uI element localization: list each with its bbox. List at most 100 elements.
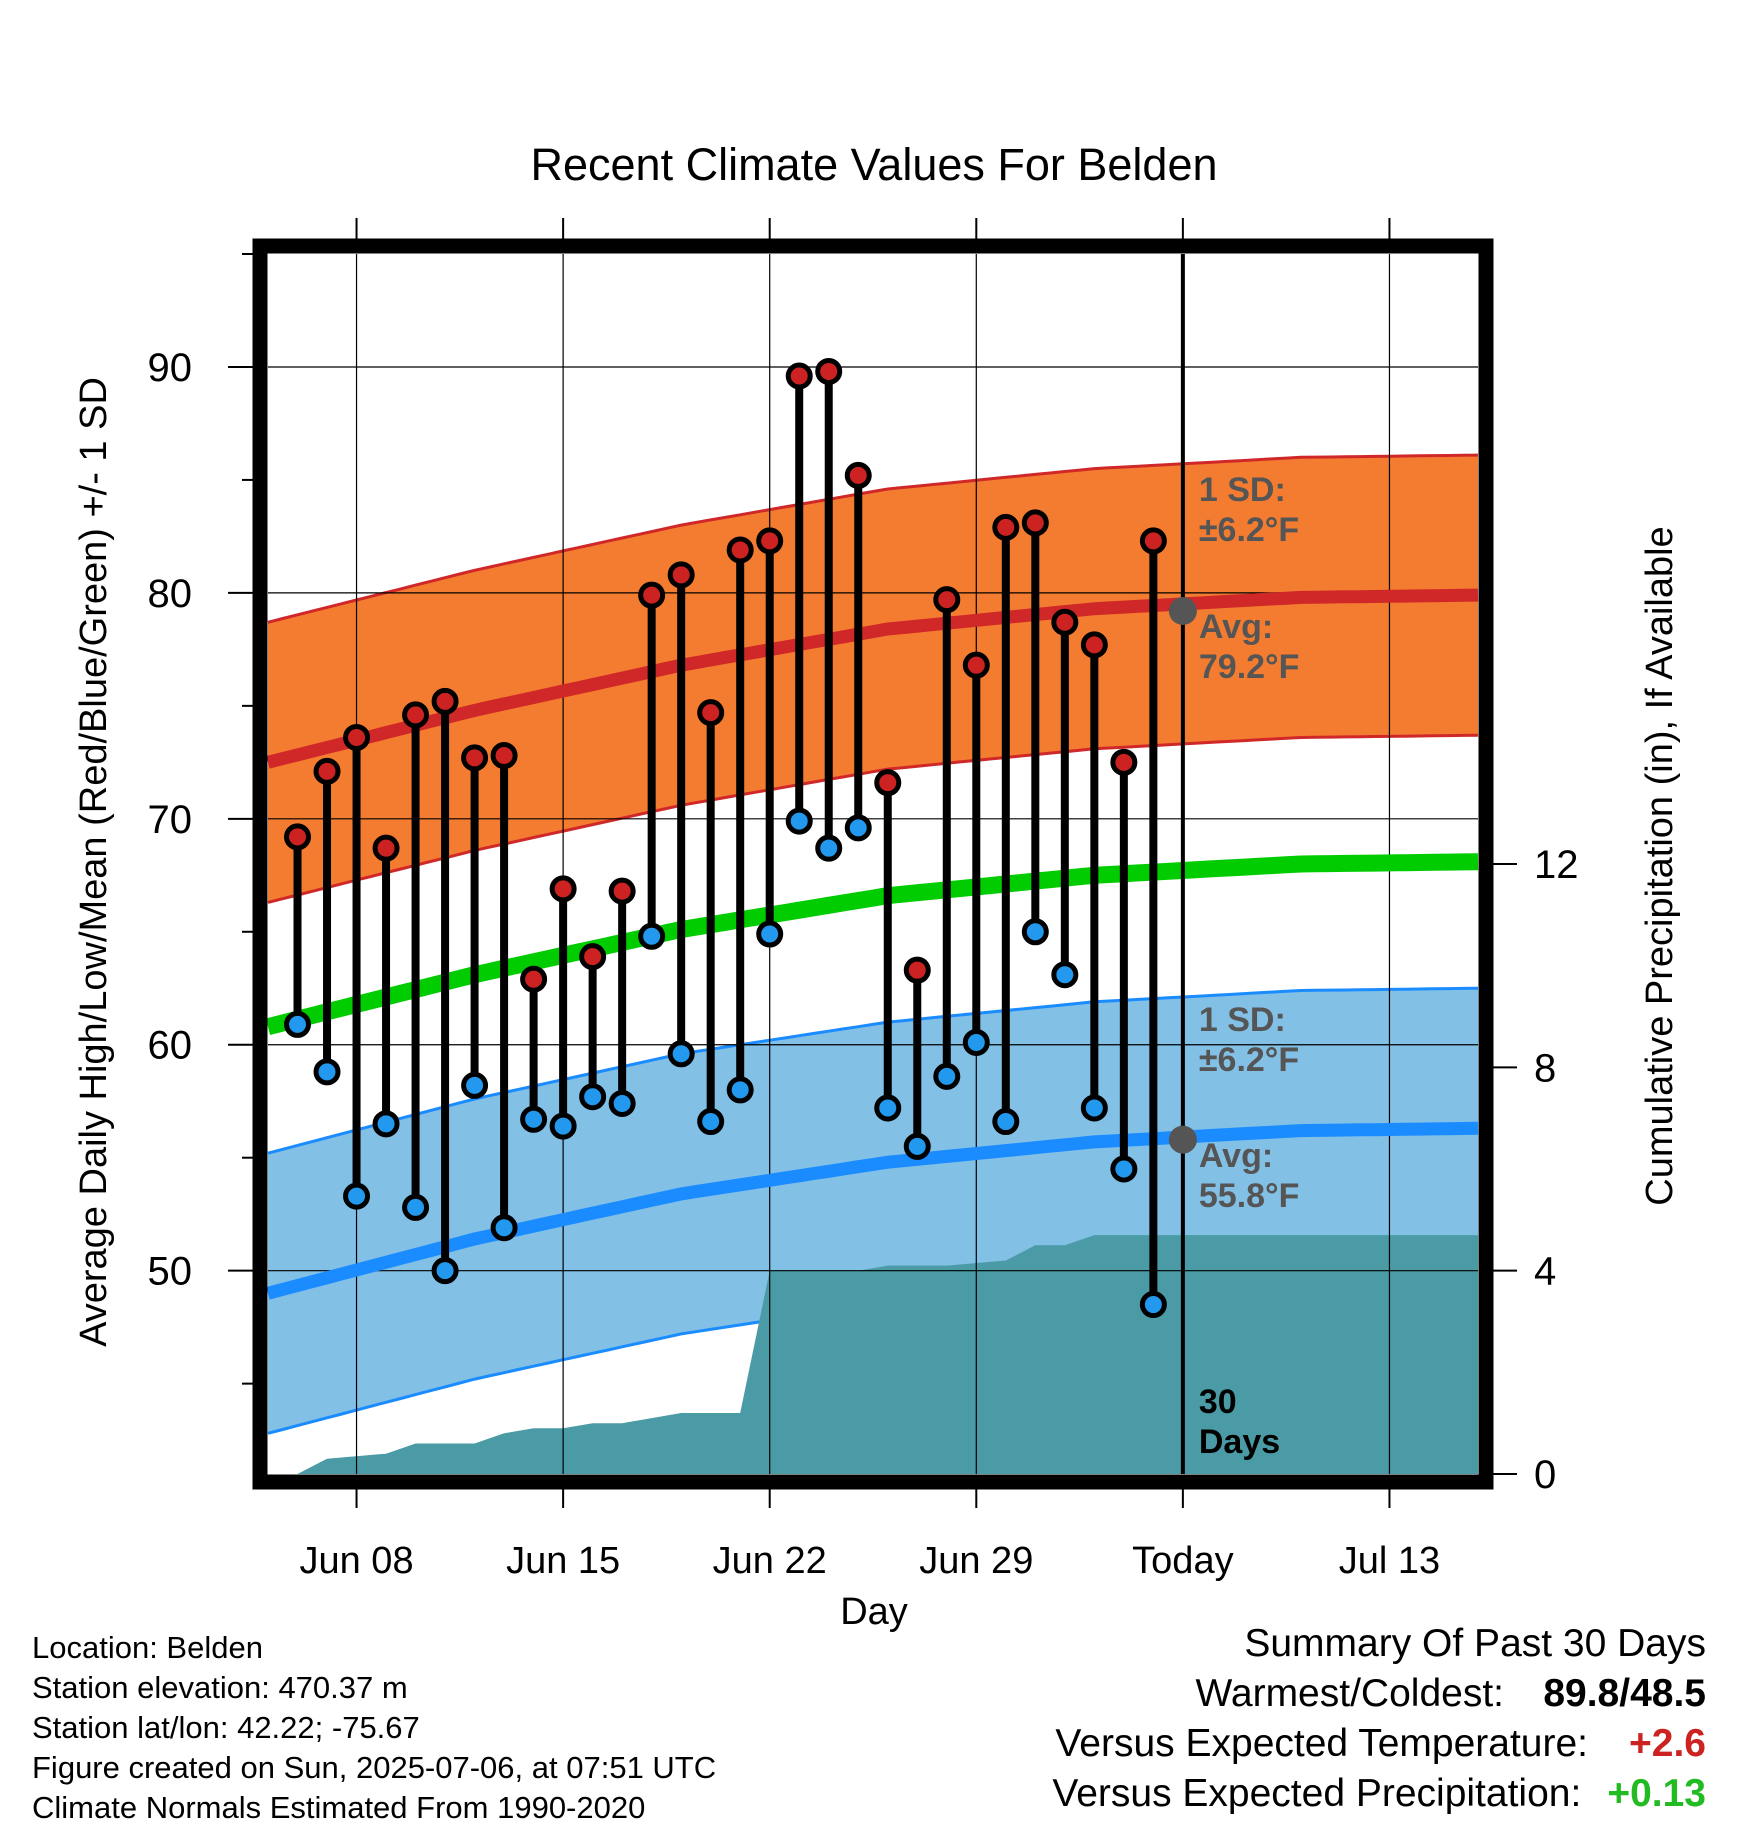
daily-high-point: [844, 461, 872, 489]
daily-low-point: [903, 1132, 931, 1160]
daily-high-point: [1021, 509, 1049, 537]
daily-bars: [284, 357, 1167, 1319]
daily-low-point: [579, 1083, 607, 1111]
high-sd-label: 1 SD: ±6.2°F: [1199, 471, 1299, 549]
daily-low-point: [933, 1062, 961, 1090]
low-sd-label: 1 SD: ±6.2°F: [1199, 1001, 1299, 1079]
daily-low-point: [490, 1214, 518, 1242]
daily-high-point: [667, 561, 695, 589]
info-elevation: Station elevation: 470.37 m: [32, 1670, 408, 1705]
low-sd-band: [268, 988, 1478, 1434]
daily-high-point: [697, 699, 725, 727]
low-avg-line: [266, 1121, 1479, 1300]
daily-high-point: [903, 956, 931, 984]
daily-low-point: [726, 1076, 754, 1104]
daily-high-point: [608, 877, 636, 905]
chart-title: Recent Climate Values For Belden: [531, 139, 1218, 190]
daily-high-point: [284, 823, 312, 851]
daily-low-point: [549, 1112, 577, 1140]
low-avg-label: Avg: 55.8°F: [1199, 1137, 1300, 1215]
x-tick-label: Jun 22: [713, 1540, 827, 1582]
x-tick-label: Jun 08: [299, 1540, 413, 1582]
daily-low-point: [313, 1058, 341, 1086]
daily-high-point: [431, 687, 459, 715]
daily-low-point: [1021, 918, 1049, 946]
daily-high-point: [726, 536, 754, 564]
daily-high-point: [490, 742, 518, 770]
daily-low-point: [343, 1182, 371, 1210]
temp-value: +2.6: [1629, 1722, 1706, 1765]
x-tick-label: Jul 13: [1339, 1540, 1440, 1582]
daily-high-point: [520, 965, 548, 993]
daily-high-point: [992, 513, 1020, 541]
daily-high-point: [343, 723, 371, 751]
y-left-tick-label: 60: [148, 1024, 193, 1068]
daily-low-point: [402, 1193, 430, 1221]
temp-label: Versus Expected Temperature:: [1055, 1722, 1588, 1765]
daily-high-point: [962, 651, 990, 679]
plot-frame: [252, 238, 1494, 1490]
daily-low-point: [608, 1089, 636, 1117]
warm-cold-value: 89.8/48.5: [1530, 1672, 1706, 1716]
period-label: 30 Days: [1199, 1383, 1280, 1461]
daily-low-point: [431, 1257, 459, 1285]
today-low-avg-dot: [1168, 1125, 1197, 1154]
coldest-value: 48.5: [1630, 1672, 1706, 1715]
daily-low-point: [962, 1028, 990, 1056]
daily-low-point: [667, 1040, 695, 1068]
precip-label: Versus Expected Precipitation:: [1052, 1772, 1582, 1815]
y-right-tick-label: 4: [1534, 1250, 1556, 1294]
high-band-upper-edge: [267, 453, 1479, 624]
summary-warm-cold: Warmest/Coldest: 89.8/48.5: [946, 1672, 1706, 1722]
daily-low-point: [284, 1010, 312, 1038]
daily-high-point: [313, 757, 341, 785]
daily-high-point: [785, 362, 813, 390]
daily-low-point: [874, 1094, 902, 1122]
daily-high-point: [638, 581, 666, 609]
daily-low-point: [638, 922, 666, 950]
precip-value: +0.13: [1607, 1772, 1706, 1815]
daily-high-point: [1139, 527, 1167, 555]
daily-high-point: [579, 943, 607, 971]
y-right-tick-label: 12: [1534, 843, 1579, 887]
y-right-tick-label: 8: [1534, 1046, 1556, 1090]
daily-high-point: [1110, 748, 1138, 776]
daily-low-point: [815, 834, 843, 862]
today-high-avg-dot: [1168, 596, 1197, 625]
daily-low-point: [1080, 1094, 1108, 1122]
summary-temp: Versus Expected Temperature: +2.6: [946, 1722, 1706, 1772]
y-axis-label-right: Cumulative Precipitation (in), If Availa…: [1639, 526, 1681, 1205]
x-tick-label: Jun 29: [919, 1540, 1033, 1582]
y-left-tick-label: 70: [148, 798, 193, 842]
high-band-lower-edge: [267, 733, 1479, 904]
daily-low-point: [372, 1110, 400, 1138]
warmest-value: 89.8: [1543, 1672, 1620, 1715]
summary-precip: Versus Expected Precipitation: +0.13: [946, 1772, 1706, 1822]
info-location: Location: Belden: [32, 1630, 263, 1665]
mean-avg-line: [265, 853, 1479, 1035]
daily-high-point: [372, 834, 400, 862]
y-right-tick-label: 0: [1534, 1453, 1556, 1497]
low-band-upper-edge: [267, 986, 1479, 1155]
daily-high-point: [756, 527, 784, 555]
y-left-tick-label: 80: [148, 572, 193, 616]
daily-low-point: [1110, 1155, 1138, 1183]
daily-low-point: [844, 814, 872, 842]
y-axis-label-left: Average Daily High/Low/Mean (Red/Blue/Gr…: [73, 377, 115, 1347]
info-latlon: Station lat/lon: 42.22; -75.67: [32, 1710, 420, 1745]
daily-low-point: [756, 920, 784, 948]
axes: Jun 08 Jun 15 Jun 22 Jun 29 Today Jul 13 50 60 7…: [148, 218, 1579, 1582]
high-avg-label: Avg: 79.2°F: [1199, 608, 1300, 686]
high-sd-band: [268, 455, 1478, 903]
daily-high-point: [815, 357, 843, 385]
daily-low-point: [1051, 961, 1079, 989]
high-avg-line: [266, 588, 1479, 769]
annotations: 1 SD: ±6.2°F Avg: 79.2°F 1 SD: ±6.2°F Avg: 55.8…: [1199, 471, 1300, 1461]
y-left-tick-label: 50: [148, 1250, 193, 1294]
x-tick-label: Today: [1132, 1540, 1233, 1582]
daily-high-point: [933, 586, 961, 614]
x-tick-label: Jun 15: [506, 1540, 620, 1582]
slash: /: [1619, 1672, 1631, 1715]
station-info: Location: Belden Station elevation: 470.…: [32, 1628, 716, 1828]
